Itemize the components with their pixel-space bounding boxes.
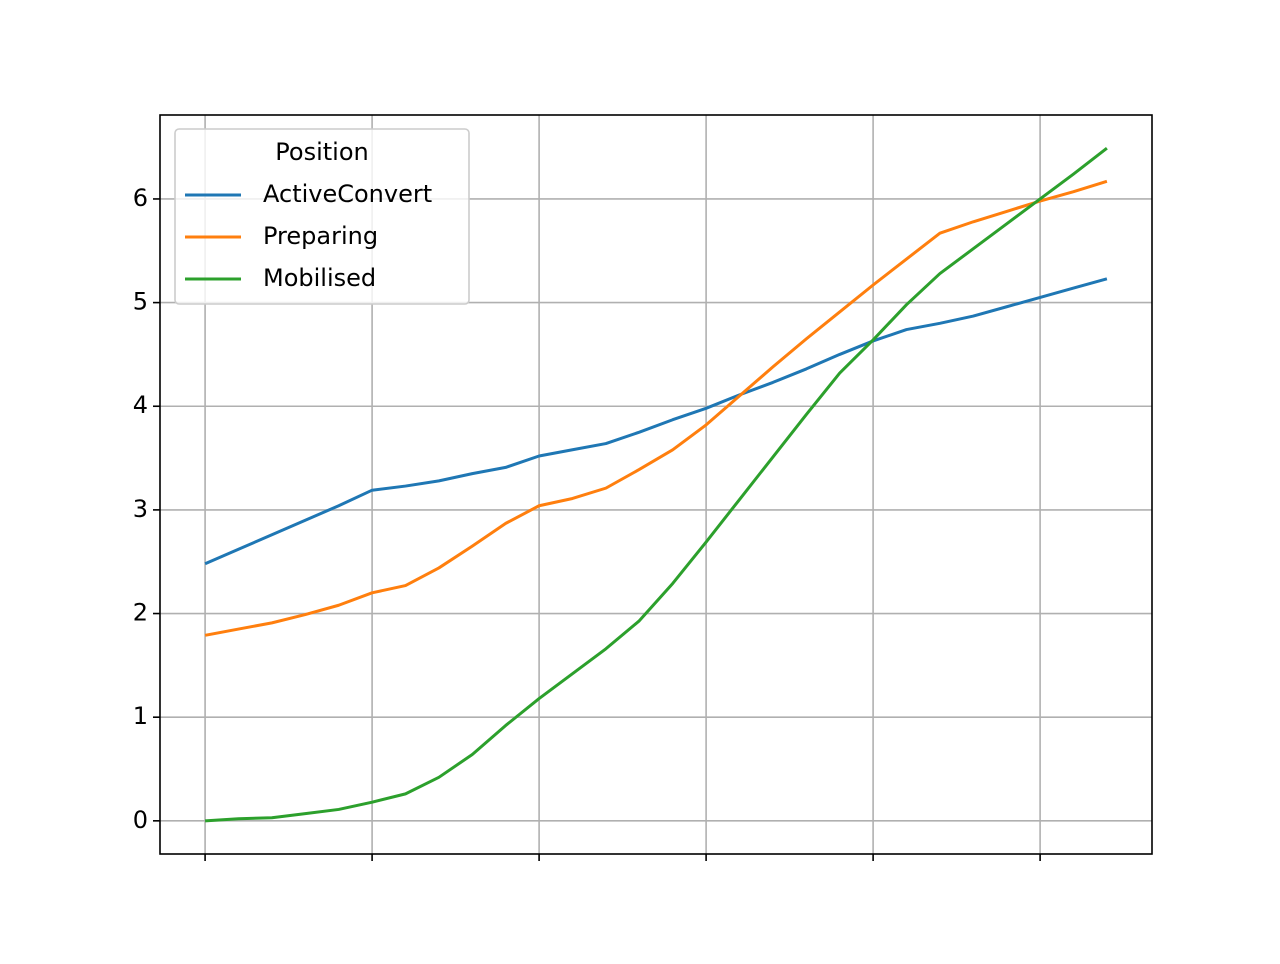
legend-box xyxy=(174,128,470,305)
y-tick-label: 6 xyxy=(133,184,148,212)
y-tick-label: 1 xyxy=(133,702,148,730)
line-series xyxy=(204,179,1108,637)
legend-label: Mobilised xyxy=(263,264,376,292)
y-tick-label: 2 xyxy=(133,599,148,627)
y-tick-label: 3 xyxy=(133,495,148,523)
legend-label: ActiveConvert xyxy=(263,180,432,208)
line-series xyxy=(204,146,1108,823)
y-tick-label: 0 xyxy=(133,806,148,834)
legend-label: Preparing xyxy=(263,222,378,250)
line-series xyxy=(204,277,1108,566)
y-tick-label: 4 xyxy=(133,391,148,419)
legend-title: Position xyxy=(275,138,368,166)
y-tick-label: 5 xyxy=(133,288,148,316)
plot-frame xyxy=(159,114,1153,855)
